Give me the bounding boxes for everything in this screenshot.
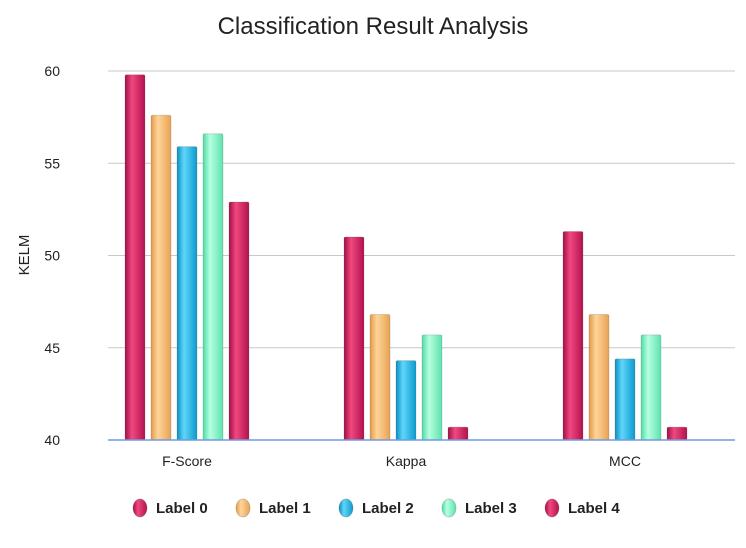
bar-label-3-f-score — [202, 133, 224, 441]
x-axis-ticks: F-Score Kappa MCC — [162, 453, 641, 469]
legend-item-label-4[interactable]: Label 4 — [544, 498, 620, 518]
y-tick-label: 55 — [44, 155, 60, 171]
y-axis-label: KELM — [16, 235, 33, 276]
legend-label: Label 1 — [259, 500, 311, 517]
legend-swatch — [544, 498, 560, 518]
y-axis-ticks: 40 45 50 55 60 — [44, 63, 60, 448]
legend-label: Label 3 — [465, 500, 517, 517]
legend-swatch — [235, 498, 251, 518]
y-tick-label: 50 — [44, 248, 60, 264]
legend-label: Label 2 — [362, 500, 414, 517]
bar-label-4-mcc — [666, 426, 688, 441]
bar-label-3-kappa — [421, 334, 443, 441]
legend: Label 0 Label 1 Label 2 Label 3 Label 4 — [132, 498, 620, 518]
gridlines — [108, 70, 735, 349]
legend-item-label-2[interactable]: Label 2 — [338, 498, 414, 518]
bar-label-2-f-score — [176, 146, 198, 441]
y-tick-label: 40 — [44, 432, 60, 448]
bar-label-1-f-score — [150, 114, 172, 441]
bar-label-4-f-score — [228, 201, 250, 441]
bar-label-2-mcc — [614, 358, 636, 441]
legend-item-label-3[interactable]: Label 3 — [441, 498, 517, 518]
bar-label-0-kappa — [343, 236, 365, 441]
bar-label-0-mcc — [562, 231, 584, 441]
y-tick-label: 60 — [44, 63, 60, 79]
legend-item-label-1[interactable]: Label 1 — [235, 498, 311, 518]
bar-label-1-mcc — [588, 314, 610, 441]
bars — [124, 74, 688, 441]
bar-label-4-kappa — [447, 426, 469, 441]
legend-swatch — [338, 498, 354, 518]
bar-label-0-f-score — [124, 74, 146, 441]
y-tick-label: 45 — [44, 340, 60, 356]
chart-title: Classification Result Analysis — [218, 13, 529, 40]
bar-label-1-kappa — [369, 314, 391, 441]
x-tick-label: Kappa — [386, 453, 427, 469]
legend-swatch — [441, 498, 457, 518]
bar-label-3-mcc — [640, 334, 662, 441]
legend-label: Label 4 — [568, 500, 620, 517]
x-tick-label: F-Score — [162, 453, 212, 469]
legend-label: Label 0 — [156, 500, 208, 517]
x-tick-label: MCC — [609, 453, 641, 469]
legend-item-label-0[interactable]: Label 0 — [132, 498, 208, 518]
legend-swatch — [132, 498, 148, 518]
bar-label-2-kappa — [395, 360, 417, 441]
